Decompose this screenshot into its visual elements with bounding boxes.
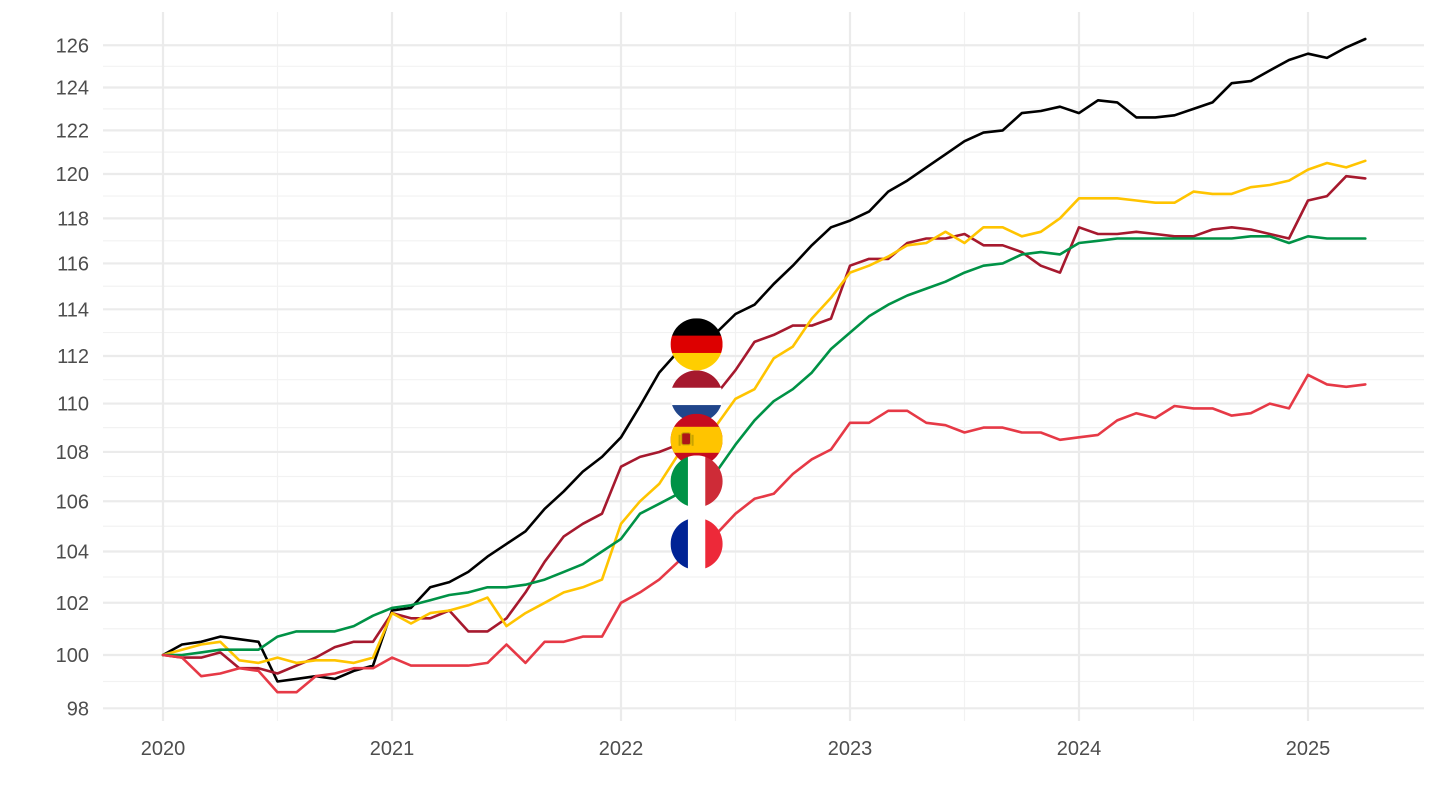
series-lines [161, 37, 1367, 694]
x-tick-label: 2020 [141, 738, 186, 760]
y-tick-label: 102 [56, 593, 89, 615]
italy-flag-icon [670, 455, 723, 508]
flag-markers [670, 318, 723, 570]
y-tick-label: 100 [56, 645, 89, 667]
x-tick-label: 2025 [1286, 738, 1331, 760]
series-line [161, 235, 1367, 657]
y-tick-label: 118 [57, 208, 89, 230]
major-gridlines [103, 12, 1424, 721]
y-axis-tick-labels: 98 100 102 104 106 108 110 112 114 116 118 120 122 12… [56, 35, 89, 720]
series-line [161, 159, 1367, 665]
y-tick-label: 124 [56, 77, 89, 99]
y-tick-label: 126 [56, 35, 89, 57]
series-line [161, 174, 1367, 675]
france-flag-icon [670, 517, 723, 570]
y-tick-label: 120 [56, 164, 89, 186]
x-tick-label: 2024 [1057, 738, 1102, 760]
y-tick-label: 110 [57, 394, 89, 416]
y-tick-label: 112 [57, 346, 89, 368]
minor-gridlines [103, 12, 1424, 721]
x-tick-label: 2022 [599, 738, 644, 760]
y-tick-label: 122 [56, 120, 89, 142]
series-line [161, 373, 1367, 694]
y-tick-label: 98 [67, 698, 89, 720]
y-tick-label: 114 [57, 299, 89, 321]
y-tick-label: 116 [57, 253, 89, 275]
x-tick-label: 2021 [370, 738, 415, 760]
x-tick-label: 2023 [828, 738, 873, 760]
y-tick-label: 108 [56, 442, 89, 464]
germany-flag-icon [670, 318, 723, 371]
y-tick-label: 106 [56, 491, 89, 513]
spain-flag-icon [670, 413, 723, 466]
x-axis-tick-labels: 2020 2021 2022 2023 2024 2025 [141, 738, 1331, 760]
y-tick-label: 104 [56, 542, 89, 564]
series-line [161, 37, 1367, 683]
